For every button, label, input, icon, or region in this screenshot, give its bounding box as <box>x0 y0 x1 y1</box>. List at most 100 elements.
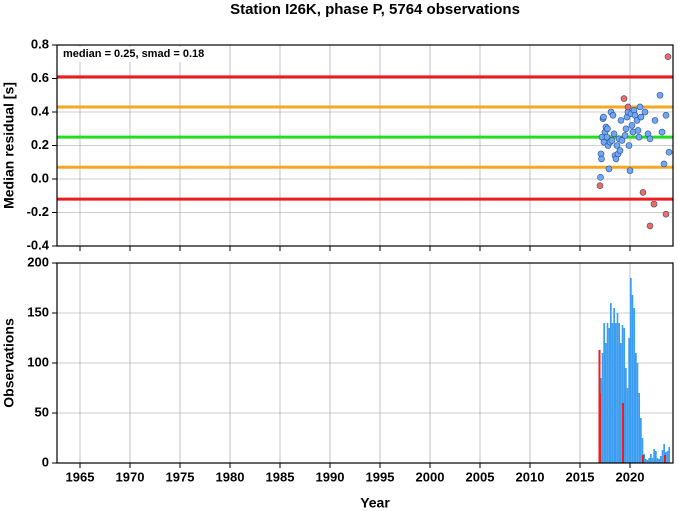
point <box>624 103 632 111</box>
point <box>622 125 630 133</box>
x-tick-label: 1980 <box>216 469 245 484</box>
bar <box>650 454 652 463</box>
bar <box>656 458 659 463</box>
point <box>613 142 621 149</box>
bar <box>630 278 632 463</box>
point <box>605 165 613 173</box>
point <box>639 189 647 196</box>
y-tick-label: -0.2 <box>27 204 49 219</box>
chart-title: Station I26K, phase P, 5764 observations <box>230 1 520 18</box>
bar <box>621 325 624 463</box>
point <box>598 155 605 163</box>
bar <box>618 323 620 463</box>
point <box>662 210 670 218</box>
point <box>637 113 645 121</box>
x-tick-label: 1965 <box>66 469 95 484</box>
bar <box>645 459 647 463</box>
bar <box>623 328 625 463</box>
point <box>616 147 624 154</box>
point <box>626 167 634 174</box>
point <box>651 117 659 124</box>
bar <box>606 323 609 463</box>
bar <box>643 454 645 463</box>
point <box>636 103 644 111</box>
y-tick-label: 0 <box>42 454 49 469</box>
bar <box>599 393 601 463</box>
bar <box>605 343 607 463</box>
bar <box>608 328 610 463</box>
point <box>656 91 664 99</box>
point <box>635 133 643 141</box>
point <box>596 182 604 189</box>
y-tick-label: 0.8 <box>31 36 49 51</box>
frame <box>56 262 674 464</box>
y-tick-label: 100 <box>27 354 49 369</box>
point <box>620 95 628 102</box>
bar <box>641 438 644 463</box>
x-tick-label: 2020 <box>616 469 645 484</box>
bar <box>601 353 604 463</box>
annotation-box <box>59 47 219 62</box>
bar <box>611 323 614 463</box>
bar <box>642 455 644 463</box>
bar <box>615 323 617 463</box>
x-tick-label: 1970 <box>116 469 145 484</box>
bar <box>646 460 649 463</box>
bar <box>610 303 612 463</box>
bar <box>626 388 629 463</box>
bar <box>622 403 624 463</box>
x-tick-label: 2005 <box>466 469 495 484</box>
bar <box>660 456 662 463</box>
bar <box>651 458 654 463</box>
bar <box>633 308 635 463</box>
bar <box>638 393 640 463</box>
point <box>621 132 629 139</box>
point <box>634 127 642 134</box>
y-axis-label: Observations <box>1 318 17 408</box>
bar <box>620 343 622 463</box>
y-tick-label: 200 <box>27 254 49 269</box>
y-tick-label: 0.2 <box>31 137 49 152</box>
y-tick-label: 150 <box>27 304 49 319</box>
x-tick-label: 1985 <box>266 469 295 484</box>
point <box>610 130 618 138</box>
y-tick-label: 0.6 <box>31 70 49 85</box>
point <box>664 53 672 61</box>
bar <box>658 459 660 463</box>
y-tick-label: 0.0 <box>31 170 49 185</box>
bar <box>648 458 650 463</box>
point <box>665 148 673 156</box>
point <box>628 122 636 129</box>
frame <box>56 44 674 247</box>
bar <box>668 447 670 463</box>
point <box>660 160 668 168</box>
bar <box>666 451 669 463</box>
x-tick-label: 1975 <box>166 469 195 484</box>
point <box>658 128 666 136</box>
bar <box>661 450 664 463</box>
point <box>600 113 607 121</box>
y-tick-label: 0.4 <box>31 103 50 118</box>
point <box>597 174 604 181</box>
x-tick-label: 1995 <box>366 469 395 484</box>
point <box>646 222 654 230</box>
bar <box>653 449 655 463</box>
bar <box>664 455 666 463</box>
point <box>617 117 625 124</box>
point <box>662 112 670 119</box>
point <box>625 142 633 149</box>
y-tick-label: -0.4 <box>27 237 50 252</box>
bar <box>603 323 605 463</box>
point <box>604 125 611 133</box>
bar <box>636 363 639 463</box>
y-axis-label: Median residual [s] <box>1 82 17 209</box>
annotation: median = 0.25, smad = 0.18 <box>63 48 204 60</box>
point <box>609 112 617 119</box>
point <box>608 137 616 144</box>
bar <box>663 444 665 463</box>
bar <box>635 353 637 463</box>
x-tick-label: 2010 <box>516 469 545 484</box>
x-tick-label: 1990 <box>316 469 345 484</box>
bar <box>628 338 630 463</box>
